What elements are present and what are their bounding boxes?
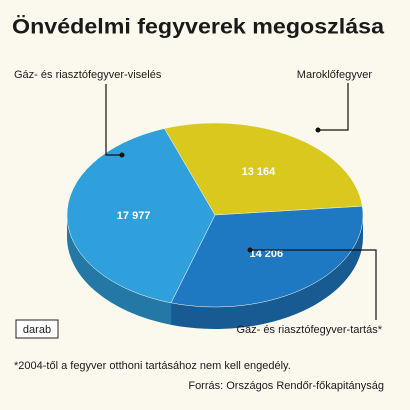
leader-line [318, 83, 349, 131]
leader-line [105, 84, 122, 156]
source: Forrás: Országos Rendőr-főkapitányság [188, 380, 384, 392]
chart-title: Önvédelmi fegyverek megoszlása [12, 16, 384, 39]
slice-side [67, 215, 172, 325]
value-label: 14 206 [250, 248, 284, 260]
leader-line [250, 249, 377, 320]
unit-label: darab [23, 324, 51, 336]
leader-dot [247, 247, 253, 253]
category-label: Gáz- és riasztófegyver-tartás* [237, 324, 383, 336]
slice-side [171, 215, 363, 329]
leader-dot [315, 127, 321, 133]
value-label: 13 164 [242, 166, 277, 178]
unit-box [15, 319, 59, 339]
value-label: 17 977 [117, 210, 151, 222]
footnote: *2004-től a fegyver otthoni tartásához n… [14, 360, 291, 372]
category-label: Gáz- és riasztófegyver-viselés [14, 69, 162, 81]
slice [66, 128, 216, 304]
slice [163, 122, 363, 216]
pie [66, 122, 364, 329]
leader-dot [119, 152, 125, 158]
slice [170, 205, 364, 308]
category-label: Maroklőfegyver [297, 69, 373, 81]
